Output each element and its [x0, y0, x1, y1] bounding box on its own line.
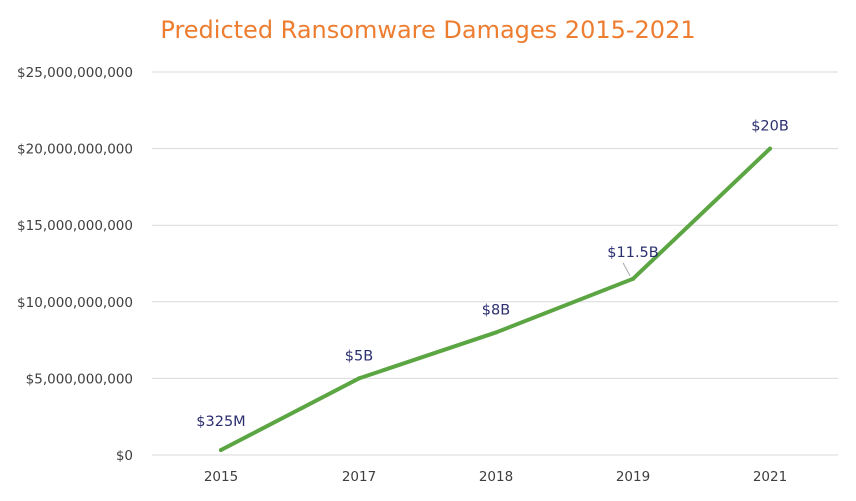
leader-line	[622, 262, 631, 277]
y-tick-label: $15,000,000,000	[17, 218, 133, 234]
x-tick-label: 2021	[753, 469, 787, 485]
x-tick-label: 2017	[342, 469, 376, 485]
data-point	[768, 146, 772, 151]
x-tick-label: 2019	[616, 469, 650, 485]
y-tick-label: $20,000,000,000	[17, 142, 133, 158]
data-label: $8B	[482, 302, 510, 318]
y-tick-label: $0	[116, 448, 133, 464]
leader-lines	[622, 262, 631, 277]
x-tick-label: 2018	[479, 469, 513, 485]
gridlines	[152, 71, 838, 456]
y-tick-label: $10,000,000,000	[17, 295, 133, 311]
y-tick-label: $5,000,000,000	[26, 371, 133, 387]
data-point	[357, 376, 361, 381]
data-point	[219, 448, 223, 453]
x-axis-tick-labels: 2015 2017 2018 2019 2021	[204, 469, 787, 485]
data-point	[631, 276, 635, 281]
data-label: $20B	[751, 119, 789, 135]
y-tick-label: $25,000,000,000	[17, 65, 133, 81]
data-label: $325M	[196, 414, 245, 430]
data-label: $11.5B	[607, 245, 658, 261]
y-axis-tick-labels: $0 $5,000,000,000 $10,000,000,000 $15,000,0…	[17, 65, 133, 464]
chart-title: Predicted Ransomware Damages 2015-2021	[160, 16, 695, 44]
series-line	[219, 146, 772, 453]
series-line-group	[219, 146, 772, 453]
data-label: $5B	[345, 348, 373, 364]
data-point	[494, 330, 498, 335]
x-tick-label: 2015	[204, 469, 238, 485]
data-labels: $325M $5B $8B $11.5B $20B	[196, 119, 789, 430]
